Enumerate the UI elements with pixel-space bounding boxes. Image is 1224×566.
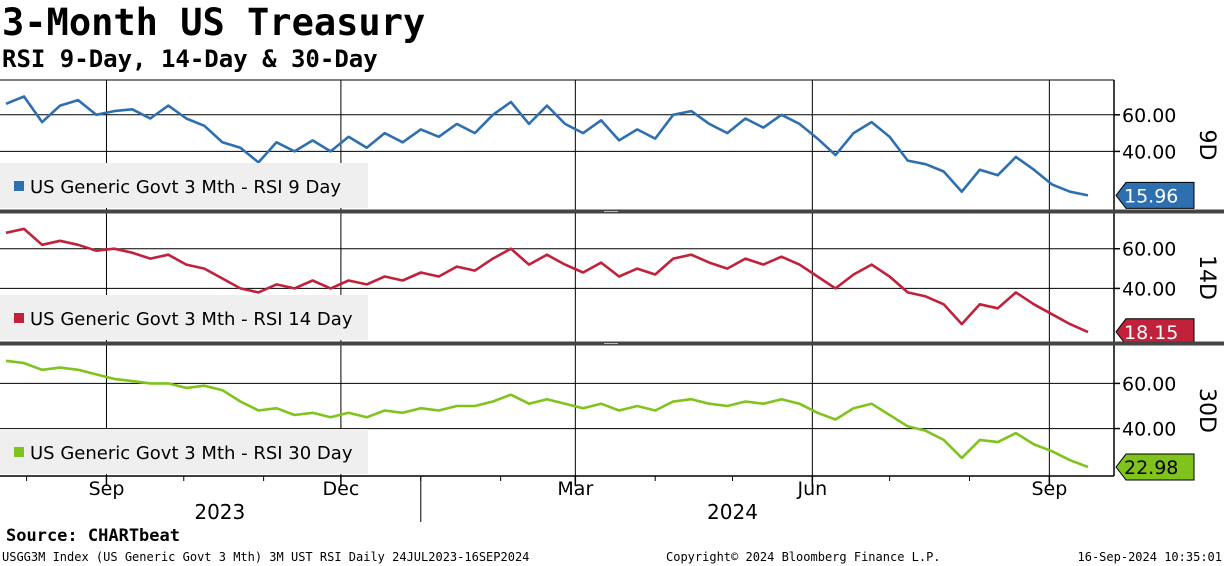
y-tick-label: 60.00 [1122, 239, 1176, 261]
legend-label-14d: US Generic Govt 3 Mth - RSI 14 Day [30, 309, 353, 330]
x-tick-label: Sep [1031, 478, 1067, 500]
y-tick-label: 40.00 [1122, 141, 1176, 163]
year-label: 2024 [707, 500, 758, 524]
x-tick-label: Sep [89, 478, 125, 500]
year-label: 2023 [194, 500, 245, 524]
panel-label-9d: 9D [1194, 130, 1219, 161]
last-value-label-30d: 22.98 [1124, 457, 1178, 479]
last-value-label-14d: 18.15 [1124, 322, 1178, 344]
y-tick-label: 60.00 [1122, 373, 1176, 395]
chart-subtitle: RSI 9-Day, 14-Day & 30-Day [2, 45, 378, 73]
series-line-9d [5, 95, 1089, 197]
legend-swatch-9d [14, 181, 24, 191]
y-tick-label: 40.00 [1122, 419, 1176, 441]
source-label: Source: CHARTbeat [6, 526, 180, 546]
chart-title: 3-Month US Treasury [2, 1, 426, 44]
y-tick-label: 40.00 [1122, 278, 1176, 300]
legend-label-9d: US Generic Govt 3 Mth - RSI 9 Day [30, 177, 341, 198]
last-value-tag-30d [1115, 453, 1195, 481]
legend-box-14d [0, 295, 368, 340]
last-value-tag-9d [1115, 181, 1195, 209]
last-value-label-9d: 15.96 [1124, 185, 1178, 207]
legend-label-30d: US Generic Govt 3 Mth - RSI 30 Day [30, 443, 353, 464]
footer-index-info: USGG3M Index (US Generic Govt 3 Mth) 3M … [2, 550, 530, 564]
x-tick-label: Mar [557, 478, 593, 500]
legend-swatch-30d [14, 447, 24, 457]
footer-timestamp: 16-Sep-2024 10:35:01 [1077, 550, 1223, 564]
footer-copyright: Copyright© 2024 Bloomberg Finance L.P. [666, 550, 941, 564]
series-line-30d [5, 359, 1089, 469]
panel-label-14d: 14D [1194, 255, 1219, 300]
series-line-14d [5, 227, 1089, 334]
legend-swatch-14d [14, 313, 24, 323]
y-tick-label: 60.00 [1122, 105, 1176, 127]
rsi-chart: 60.00 40.00 US Generic Govt 3 Mth - RSI 9 … [0, 79, 1224, 524]
x-tick-label: Jun [797, 478, 828, 500]
x-tick-label: Dec [323, 478, 360, 500]
legend-box-30d [0, 429, 368, 474]
legend-box-9d [0, 163, 368, 208]
panel-label-30d: 30D [1194, 388, 1219, 433]
